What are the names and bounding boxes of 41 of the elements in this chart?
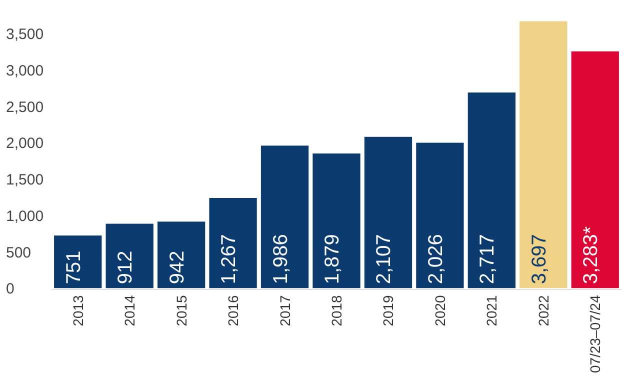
- x-tick-label: 2018: [328, 294, 344, 326]
- data-label: 1,879: [322, 234, 344, 284]
- data-label: 751: [62, 250, 85, 284]
- bar: [156, 220, 206, 290]
- x-tick-label: 2014: [122, 294, 138, 326]
- bar: [260, 144, 310, 290]
- x-tick-label: 2016: [225, 294, 242, 326]
- data-label: 2,026: [424, 234, 447, 284]
- x-tick-label: 2015: [173, 294, 190, 326]
- x-tick-label: 2013: [70, 294, 86, 326]
- data-label: 942: [166, 250, 188, 284]
- x-tick-label: 07/23–07/24: [587, 294, 604, 374]
- bar: [466, 92, 517, 290]
- data-label: 912: [114, 250, 137, 284]
- y-tick-label: 3,500: [6, 26, 44, 44]
- bar: [104, 222, 154, 290]
- y-tick-label: 2,000: [6, 135, 44, 152]
- bar: [208, 196, 258, 290]
- bar: [53, 234, 103, 290]
- x-tick-label: 2019: [380, 294, 396, 326]
- data-label: 2,107: [373, 234, 396, 284]
- x-tick-label: 2021: [484, 294, 500, 326]
- bar: [363, 136, 414, 290]
- y-tick-label: 3,000: [6, 62, 44, 80]
- x-tick-label: 2017: [276, 294, 293, 326]
- bar: [312, 152, 362, 290]
- bar: [415, 142, 465, 290]
- x-tick-label: 2022: [535, 294, 552, 326]
- y-tick-label: 1,000: [6, 208, 44, 225]
- bar: [518, 20, 568, 290]
- data-label: 3,697: [528, 234, 550, 284]
- bar: [570, 50, 620, 290]
- y-tick-label: 500: [6, 244, 32, 262]
- data-label: 2,717: [476, 234, 499, 284]
- data-label: 1,986: [270, 234, 292, 284]
- y-tick-label: 0: [6, 280, 14, 298]
- data-label: 1,267: [218, 234, 240, 284]
- data-label: 3,283*: [580, 226, 602, 284]
- x-tick-label: 2020: [432, 294, 448, 326]
- y-tick-label: 1,500: [6, 172, 44, 189]
- y-tick-label: 2,500: [6, 98, 44, 116]
